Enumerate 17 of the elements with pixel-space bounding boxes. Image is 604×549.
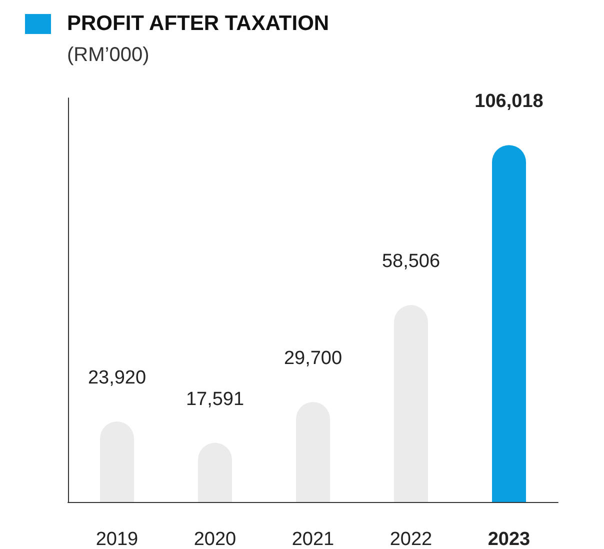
x-tick-label: 2019 [96,529,138,549]
x-tick-label: 2023 [488,529,530,549]
data-label: 23,920 [88,367,146,388]
chart-subtitle: (RM’000) [67,44,150,67]
data-label: 106,018 [474,91,544,112]
data-label: 17,591 [186,388,244,410]
chart-title: PROFIT AFTER TAXATION [67,12,330,36]
x-tick-label: 2020 [194,529,236,549]
bar [296,402,330,502]
bar [394,305,428,502]
bar [492,145,526,502]
x-tick-label: 2022 [390,529,432,549]
bar [100,421,134,502]
bar [198,442,232,502]
x-tick-label: 2021 [292,529,334,549]
data-label: 58,506 [382,251,440,272]
data-label: 29,700 [284,348,342,370]
